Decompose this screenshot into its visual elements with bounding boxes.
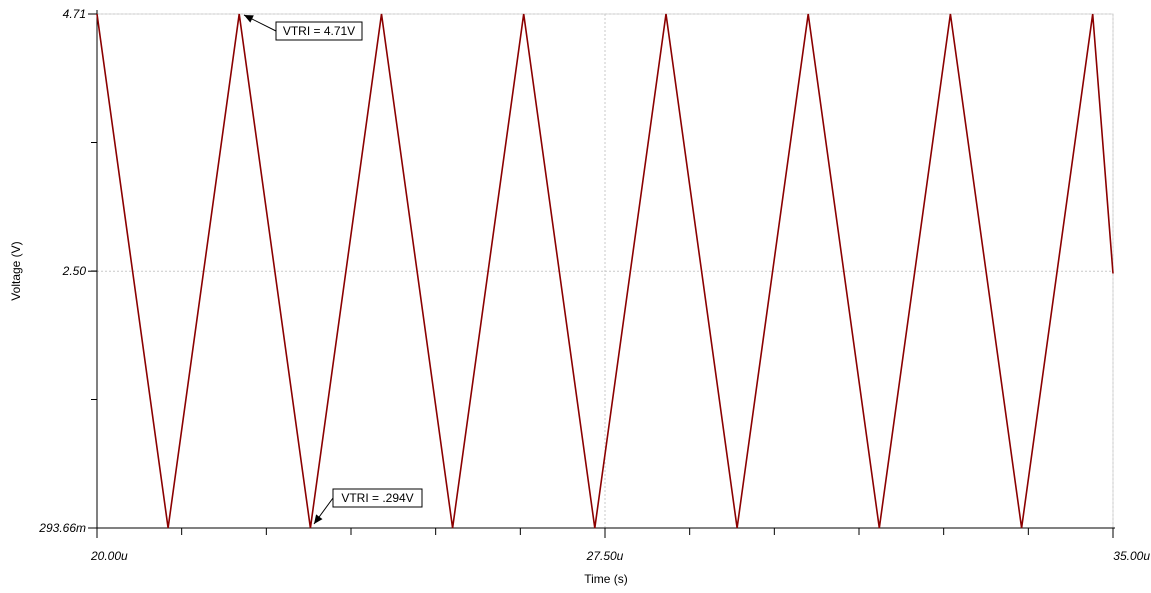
x-tick-label: 20.00u <box>90 549 128 563</box>
labels-layer: Time (s) Voltage (V) <box>9 241 628 586</box>
series-layer <box>96 13 1114 529</box>
annotation-box <box>332 488 423 508</box>
annotation-arrow-head <box>244 15 254 23</box>
y-tick-label: 2.50 <box>62 264 87 278</box>
annotation-label: VTRI = .294V <box>341 491 413 505</box>
y-axis-label: Voltage (V) <box>9 241 23 300</box>
x-tick-label: 35.00u <box>1113 549 1150 563</box>
x-tick-label: 27.50u <box>586 549 624 563</box>
x-axis-label: Time (s) <box>584 572 628 586</box>
annotation-arrow-head <box>314 514 323 524</box>
series-line <box>96 13 1114 529</box>
annotation-callout: VTRI = 4.71V <box>243 14 363 41</box>
annotations-layer: VTRI = 4.71V VTRI = .294V <box>243 14 423 525</box>
y-tick-label: 293.66m <box>38 521 86 535</box>
y-tick-label: 4.71 <box>63 7 86 21</box>
annotation-callout: VTRI = .294V <box>313 488 423 525</box>
annotation-box <box>275 21 363 41</box>
annotation-label: VTRI = 4.71V <box>283 24 355 38</box>
axes-layer: 4.71 2.50 293.66m 20.00u 27.50u 35.00u <box>38 7 1150 563</box>
